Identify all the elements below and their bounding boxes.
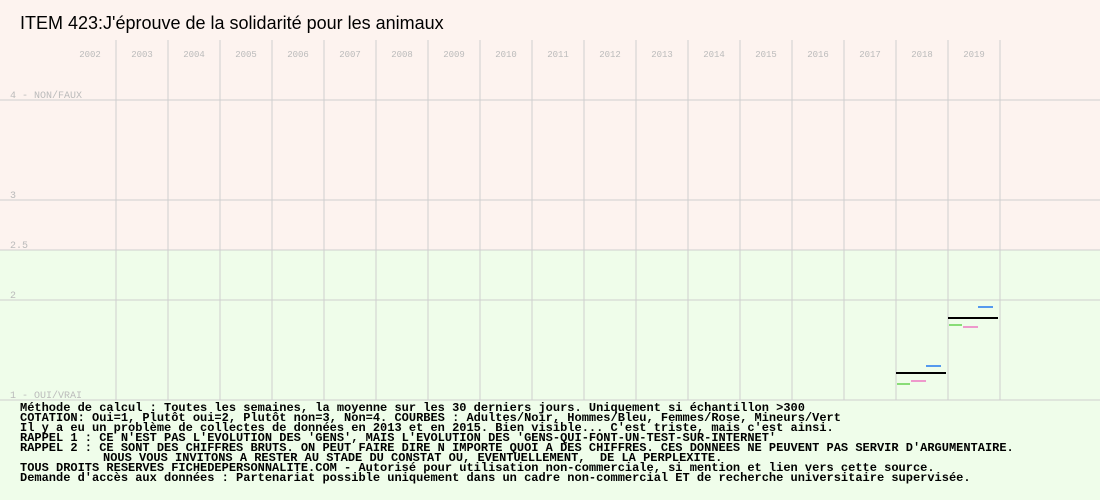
footer-note: COTATION: Oui=1, Plutôt oui=2, Plutôt no… [20,411,841,425]
footer-note: Méthode de calcul : Toutes les semaines,… [20,401,805,415]
x-tick-label: 2006 [287,50,309,60]
x-tick-label: 2013 [651,50,673,60]
x-tick-label: 2008 [391,50,413,60]
y-tick-label: 2.5 [10,241,28,252]
footer-note: RAPPEL 2 : CE SONT DES CHIFFRES BRUTS. O… [20,441,1014,455]
x-tick-label: 2010 [495,50,517,60]
footer-note: Il y a eu un problème de collectes de do… [20,421,834,435]
x-tick-label: 2015 [755,50,777,60]
x-tick-label: 2011 [547,50,569,60]
x-tick-label: 2017 [859,50,881,60]
x-tick-label: 2009 [443,50,465,60]
x-tick-label: 2002 [79,50,101,60]
upper-zone [0,0,1100,250]
footer-note: Demande d'accès aux données : Partenaria… [20,471,971,485]
x-tick-label: 2007 [339,50,361,60]
lower-zone [0,250,1100,500]
grid: 4 - NON/FAUX 3 2.5 2 1 - OUI/VRAI 2002 2003 200… [0,40,1100,402]
x-tick-label: 2012 [599,50,621,60]
x-tick-label: 2016 [807,50,829,60]
y-tick-label: 3 [10,191,16,202]
marks [896,306,998,385]
x-tick-label: 2004 [183,50,205,60]
footer-note: NOUS VOUS INVITONS A RESTER AU STADE DU … [103,451,722,465]
y-tick-label: 2 [10,291,16,302]
x-tick-label: 2019 [963,50,985,60]
y-tick-label: 4 - NON/FAUX [10,90,82,102]
y-tick-label: 1 - OUI/VRAI [10,390,82,402]
chart-title: ITEM 423:J'éprouve de la solidarité pour… [20,13,444,33]
x-tick-label: 2005 [235,50,257,60]
x-tick-label: 2014 [703,50,725,60]
x-tick-label: 2003 [131,50,153,60]
footer-note: RAPPEL 1 : CE N'EST PAS L'EVOLUTION DES … [20,431,776,445]
notes: Méthode de calcul : Toutes les semaines,… [20,401,1014,485]
x-tick-label: 2018 [911,50,933,60]
footer-note: TOUS DROITS RESERVES FICHEDEPERSONNALITE… [20,461,935,475]
